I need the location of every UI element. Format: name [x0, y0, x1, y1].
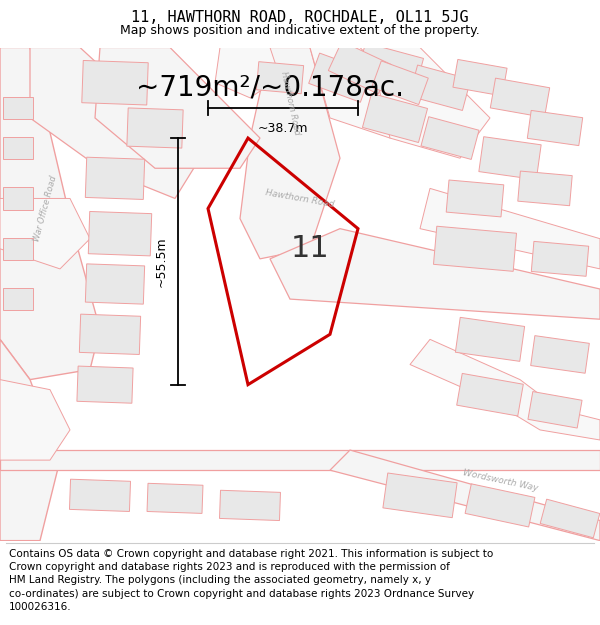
Polygon shape	[530, 336, 589, 373]
Polygon shape	[479, 137, 541, 180]
Polygon shape	[0, 199, 90, 269]
Polygon shape	[370, 48, 490, 158]
Polygon shape	[3, 238, 33, 260]
Polygon shape	[95, 48, 260, 168]
Polygon shape	[88, 211, 152, 256]
Polygon shape	[0, 48, 100, 379]
Polygon shape	[70, 479, 131, 511]
Polygon shape	[453, 59, 507, 96]
Polygon shape	[147, 483, 203, 513]
Polygon shape	[308, 53, 371, 102]
Text: ~38.7m: ~38.7m	[258, 122, 308, 135]
Polygon shape	[220, 490, 280, 521]
Polygon shape	[433, 226, 517, 271]
Polygon shape	[77, 366, 133, 403]
Polygon shape	[372, 61, 428, 104]
Polygon shape	[527, 111, 583, 146]
Text: 11, HAWTHORN ROAD, ROCHDALE, OL11 5JG: 11, HAWTHORN ROAD, ROCHDALE, OL11 5JG	[131, 11, 469, 26]
Polygon shape	[446, 180, 504, 217]
Text: Map shows position and indicative extent of the property.: Map shows position and indicative extent…	[120, 24, 480, 37]
Polygon shape	[330, 450, 600, 541]
Text: Wordsworth Way: Wordsworth Way	[461, 468, 538, 492]
Polygon shape	[0, 450, 600, 470]
Polygon shape	[256, 62, 304, 94]
Polygon shape	[490, 78, 550, 118]
Polygon shape	[540, 499, 600, 538]
Text: 11: 11	[290, 234, 329, 263]
Polygon shape	[82, 61, 148, 105]
Polygon shape	[127, 108, 183, 148]
Text: War Office Road: War Office Road	[32, 174, 58, 242]
Polygon shape	[383, 473, 457, 518]
Polygon shape	[3, 288, 33, 310]
Polygon shape	[270, 229, 600, 319]
Polygon shape	[457, 373, 523, 416]
Polygon shape	[410, 339, 600, 440]
Polygon shape	[420, 188, 600, 269]
Polygon shape	[356, 42, 424, 92]
Polygon shape	[328, 41, 392, 94]
Polygon shape	[528, 391, 582, 428]
Polygon shape	[85, 158, 145, 199]
Polygon shape	[465, 484, 535, 527]
Polygon shape	[531, 241, 589, 276]
Text: Hawthorn Road: Hawthorn Road	[265, 188, 335, 209]
Polygon shape	[362, 93, 428, 142]
Polygon shape	[0, 379, 70, 460]
Polygon shape	[0, 339, 60, 541]
Text: Hawthorn Road: Hawthorn Road	[279, 70, 301, 136]
Polygon shape	[85, 264, 145, 304]
Polygon shape	[30, 48, 200, 199]
Text: Contains OS data © Crown copyright and database right 2021. This information is : Contains OS data © Crown copyright and d…	[9, 549, 493, 612]
Text: ~55.5m: ~55.5m	[155, 236, 168, 287]
Polygon shape	[518, 171, 572, 206]
Polygon shape	[3, 97, 33, 119]
Polygon shape	[421, 117, 479, 159]
Polygon shape	[79, 314, 140, 354]
Polygon shape	[310, 48, 420, 138]
Polygon shape	[3, 137, 33, 159]
Polygon shape	[3, 188, 33, 209]
Text: ~719m²/~0.178ac.: ~719m²/~0.178ac.	[136, 74, 404, 102]
Polygon shape	[409, 65, 471, 111]
Polygon shape	[455, 318, 524, 361]
Polygon shape	[215, 48, 280, 98]
Polygon shape	[240, 48, 340, 259]
